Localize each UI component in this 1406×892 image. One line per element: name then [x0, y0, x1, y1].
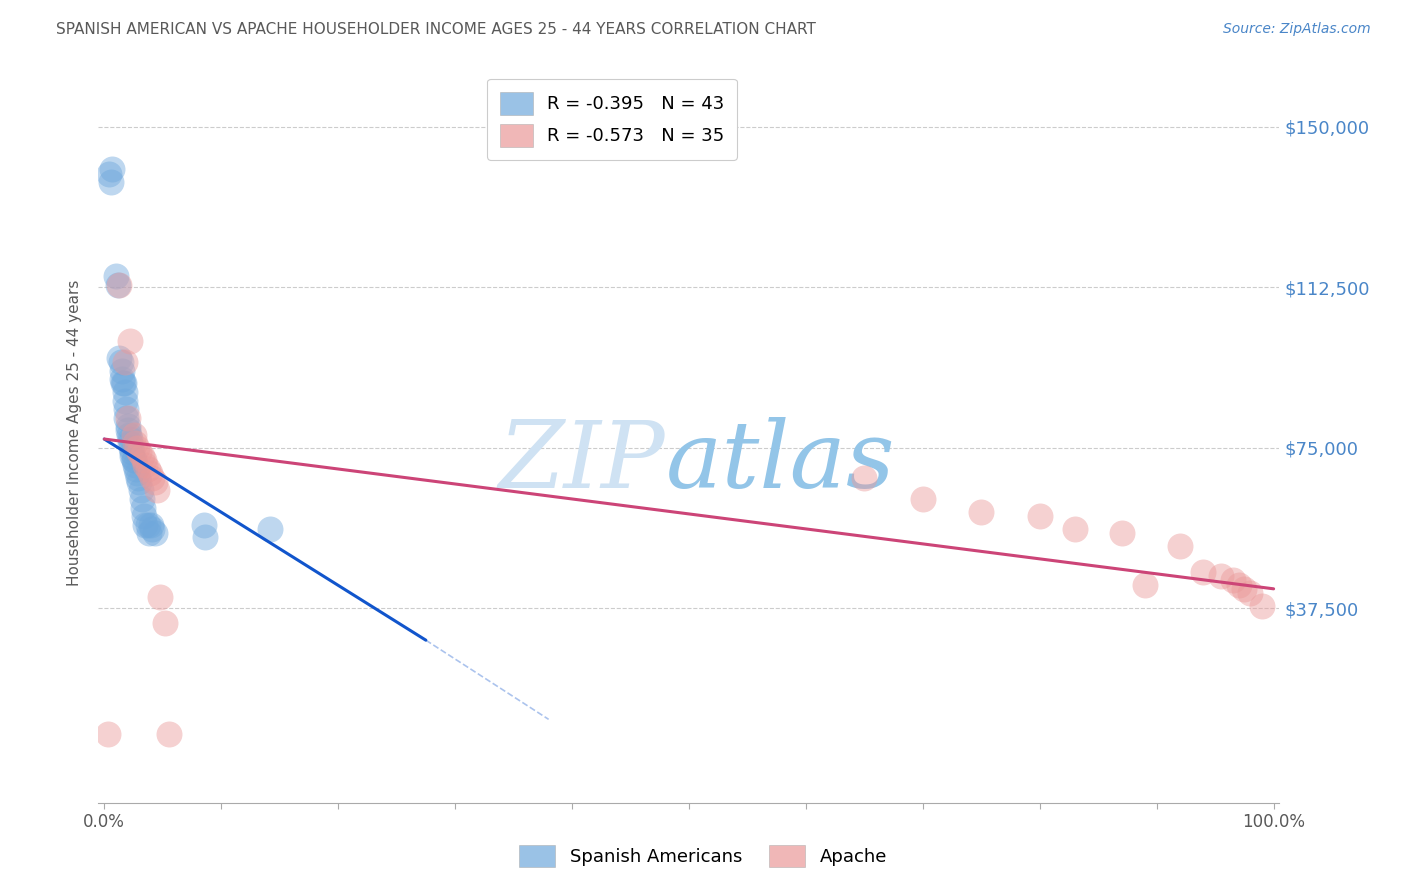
Y-axis label: Householder Income Ages 25 - 44 years: Householder Income Ages 25 - 44 years	[67, 279, 83, 586]
Point	[121, 445, 143, 459]
Point	[911, 491, 934, 506]
Point	[118, 436, 141, 450]
Point	[117, 424, 139, 438]
Point	[970, 505, 993, 519]
Point	[194, 531, 217, 545]
Point	[115, 410, 138, 425]
Point	[1209, 569, 1232, 583]
Point	[129, 483, 152, 498]
Point	[1029, 509, 1052, 524]
Text: Source: ZipAtlas.com: Source: ZipAtlas.com	[1223, 22, 1371, 37]
Point	[143, 475, 166, 489]
Text: atlas: atlas	[665, 417, 894, 508]
Point	[100, 175, 122, 189]
Point	[1227, 577, 1250, 591]
Point	[157, 727, 180, 741]
Point	[1133, 577, 1156, 591]
Point	[136, 517, 159, 532]
Point	[122, 453, 145, 467]
Point	[101, 162, 124, 177]
Point	[118, 427, 141, 442]
Point	[853, 470, 876, 484]
Point	[1251, 599, 1274, 613]
Point	[139, 517, 162, 532]
Point	[1233, 582, 1256, 596]
Point	[128, 475, 150, 489]
Point	[108, 277, 131, 292]
Point	[118, 432, 141, 446]
Point	[110, 355, 132, 369]
Point	[141, 470, 163, 484]
Point	[114, 393, 136, 408]
Point	[193, 517, 215, 532]
Point	[128, 445, 150, 459]
Point	[97, 727, 120, 741]
Point	[112, 376, 135, 391]
Point	[139, 467, 162, 481]
Point	[114, 355, 136, 369]
Point	[1111, 526, 1133, 541]
Point	[138, 526, 160, 541]
Point	[1192, 565, 1215, 579]
Text: SPANISH AMERICAN VS APACHE HOUSEHOLDER INCOME AGES 25 - 44 YEARS CORRELATION CHA: SPANISH AMERICAN VS APACHE HOUSEHOLDER I…	[56, 22, 815, 37]
Point	[111, 376, 134, 391]
Point	[97, 167, 120, 181]
Point	[114, 384, 136, 399]
Point	[1222, 574, 1244, 588]
Point	[143, 526, 166, 541]
Point	[127, 470, 149, 484]
Point	[134, 458, 156, 472]
Point	[118, 334, 141, 348]
Point	[124, 436, 146, 450]
Point	[104, 269, 127, 284]
Point	[259, 522, 281, 536]
Legend: Spanish Americans, Apache: Spanish Americans, Apache	[512, 838, 894, 874]
Legend: R = -0.395   N = 43, R = -0.573   N = 35: R = -0.395 N = 43, R = -0.573 N = 35	[488, 78, 737, 160]
Point	[125, 441, 148, 455]
Point	[1063, 522, 1085, 536]
Point	[115, 402, 138, 417]
Point	[107, 277, 129, 292]
Point	[136, 462, 159, 476]
Point	[132, 509, 155, 524]
Point	[131, 491, 153, 506]
Point	[111, 363, 134, 377]
Point	[122, 427, 145, 442]
Point	[1239, 586, 1261, 600]
Point	[131, 449, 153, 463]
Point	[111, 372, 134, 386]
Point	[125, 462, 148, 476]
Point	[132, 453, 155, 467]
Point	[108, 351, 131, 365]
Text: ZIP: ZIP	[499, 417, 665, 508]
Point	[120, 441, 142, 455]
Point	[153, 615, 176, 630]
Point	[121, 449, 143, 463]
Point	[122, 453, 145, 467]
Point	[141, 522, 163, 536]
Point	[146, 483, 169, 498]
Point	[149, 591, 172, 605]
Point	[134, 517, 156, 532]
Point	[117, 419, 139, 434]
Point	[132, 500, 155, 515]
Point	[124, 458, 146, 472]
Point	[125, 467, 148, 481]
Point	[1168, 539, 1191, 553]
Point	[117, 410, 139, 425]
